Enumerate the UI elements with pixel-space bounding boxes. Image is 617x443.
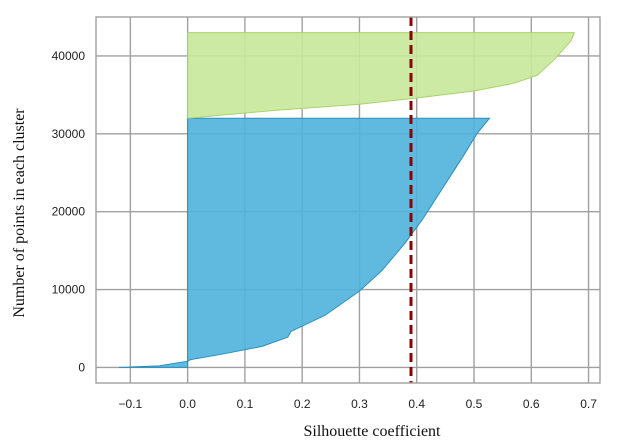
plot-border bbox=[95, 16, 601, 384]
x-tick-label: 0.2 bbox=[294, 397, 311, 411]
y-axis-title: Number of points in each cluster bbox=[11, 108, 28, 318]
x-tick-labels: −0.1 0.0 0.1 0.2 0.3 0.4 0.5 0.6 0.7 bbox=[119, 397, 598, 411]
y-tick-label: 0 bbox=[78, 360, 85, 374]
x-tick-label: 0.3 bbox=[351, 397, 368, 411]
x-tick-label: 0.5 bbox=[466, 397, 483, 411]
x-tick-label: −0.1 bbox=[119, 397, 143, 411]
y-tick-label: 20000 bbox=[52, 205, 86, 219]
series-layer bbox=[118, 32, 575, 368]
cluster-0-silhouette-area bbox=[118, 117, 491, 368]
x-tick-label: 0.7 bbox=[580, 397, 597, 411]
x-axis-title: Silhouette coefficient bbox=[304, 423, 442, 440]
y-tick-label: 40000 bbox=[52, 49, 86, 63]
plot-frame bbox=[95, 16, 601, 384]
x-tick-label: 0.0 bbox=[179, 397, 196, 411]
y-tick-label: 30000 bbox=[52, 127, 86, 141]
x-tick-label: 0.1 bbox=[237, 397, 254, 411]
x-tick-label: 0.4 bbox=[408, 397, 425, 411]
x-tick-label: 0.6 bbox=[523, 397, 540, 411]
y-tick-label: 10000 bbox=[52, 283, 86, 297]
cluster-1-silhouette-area bbox=[187, 32, 575, 119]
y-tick-labels: 0 10000 20000 30000 40000 bbox=[52, 49, 86, 374]
